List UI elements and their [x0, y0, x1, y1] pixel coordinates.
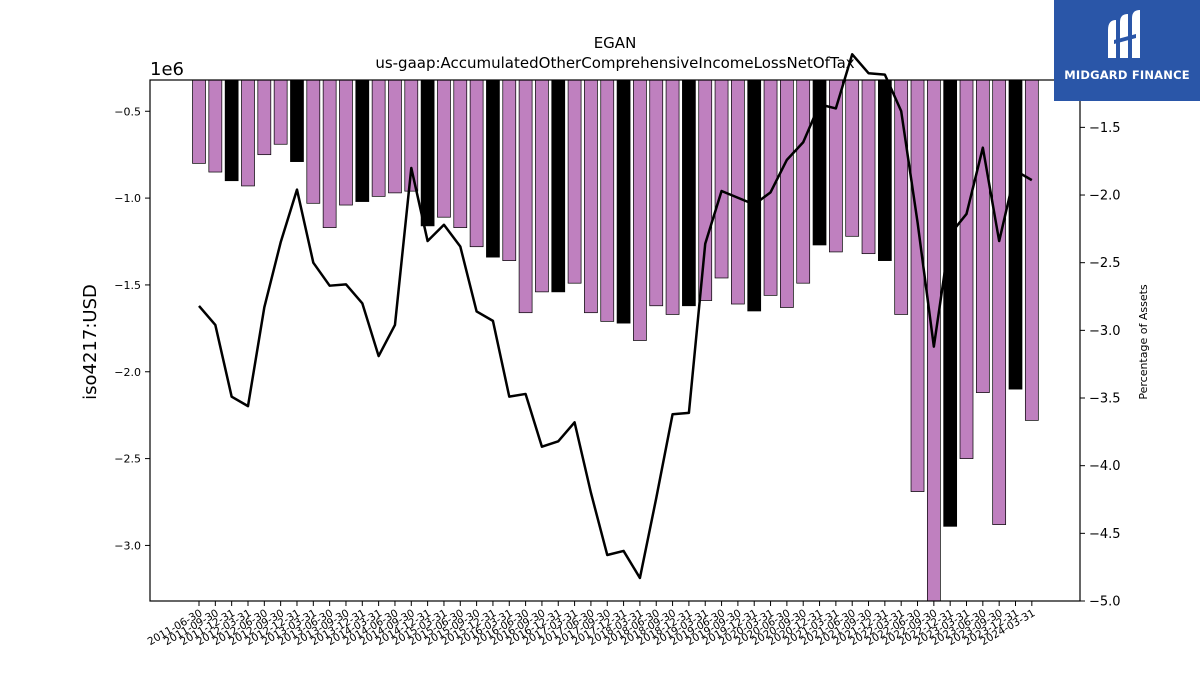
- y-tick-label: −2.5: [114, 453, 141, 466]
- logo-text: MIDGARD FINANCE: [1064, 68, 1190, 82]
- bar: [633, 79, 647, 341]
- y2-axis-label: Percentage of Assets: [1137, 284, 1150, 400]
- bar: [665, 79, 680, 315]
- axes: [149, 79, 1081, 602]
- bar: [241, 79, 255, 187]
- bar: [322, 79, 337, 228]
- bar: [682, 79, 696, 307]
- bar: [698, 79, 713, 301]
- bar: [747, 79, 762, 312]
- y-tick-label: −1.0: [114, 192, 141, 205]
- bar: [437, 79, 451, 218]
- y2-tick-label: −2.5: [1089, 256, 1121, 271]
- y2-tick-label: −1.5: [1089, 121, 1121, 136]
- y-tick-label: −0.5: [114, 105, 141, 118]
- bar: [714, 79, 729, 279]
- bar: [486, 79, 500, 258]
- bar: [878, 79, 892, 261]
- y2-tick-label: −4.5: [1089, 527, 1121, 542]
- bar: [208, 79, 223, 173]
- bar: [257, 79, 272, 156]
- bar: [388, 79, 402, 194]
- bar: [796, 79, 811, 284]
- bar-series: [192, 79, 1039, 602]
- bar: [975, 79, 990, 393]
- chart-title: EGAN: [594, 34, 637, 52]
- y-tick-label: −1.5: [114, 279, 141, 292]
- y2-tick-label: −5.0: [1089, 595, 1121, 610]
- bar: [1008, 79, 1023, 390]
- y-tick-label: −3.0: [114, 539, 141, 552]
- bar: [600, 79, 615, 322]
- y2-tick-label: −3.0: [1089, 324, 1121, 339]
- bar: [355, 79, 370, 202]
- bar: [192, 79, 206, 164]
- bar: [306, 79, 321, 204]
- bar: [731, 79, 745, 305]
- bar: [861, 79, 876, 255]
- bar: [943, 79, 958, 527]
- y2-tick-label: −4.0: [1089, 459, 1121, 474]
- bar: [616, 79, 631, 324]
- logo: MIDGARD FINANCE: [1054, 0, 1200, 101]
- y-ticks: −0.5 −1.0 −1.5 −2.0 −2.5 −3.0: [114, 105, 150, 552]
- bar: [567, 79, 582, 284]
- chart-subtitle: us-gaap:AccumulatedOtherComprehensiveInc…: [375, 54, 854, 72]
- bar: [1024, 79, 1039, 421]
- y2-ticks: −1.5 −2.0 −2.5 −3.0 −3.5 −4.0 −4.5 −5.0: [1080, 121, 1121, 610]
- bar: [584, 79, 598, 314]
- y2-tick-label: −2.0: [1089, 189, 1121, 204]
- plot-frame: [149, 79, 1081, 602]
- bar: [273, 79, 288, 145]
- bar: [420, 79, 435, 227]
- x-ticks: 2011-06-302011-09-302011-12-312012-03-31…: [146, 601, 1037, 648]
- bar: [339, 79, 353, 206]
- bar: [371, 79, 386, 197]
- line-series: [198, 53, 1033, 580]
- bar: [502, 79, 517, 261]
- bar: [959, 79, 974, 459]
- bar: [845, 79, 860, 237]
- y-tick-label: −2.0: [114, 366, 141, 379]
- bar: [649, 79, 664, 307]
- line-path: [198, 53, 1033, 580]
- bar: [469, 79, 484, 248]
- bar: [224, 79, 239, 182]
- bar: [290, 79, 304, 162]
- y-axis-label: iso4217:USD: [80, 284, 101, 400]
- bar: [551, 79, 566, 293]
- bar: [453, 79, 468, 228]
- bar: [518, 79, 533, 314]
- bar: [780, 79, 794, 308]
- logo-mark-icon: [1108, 10, 1140, 58]
- bar: [992, 79, 1007, 525]
- bar: [535, 79, 549, 293]
- y-offset-label: 1e6: [150, 59, 184, 80]
- y2-tick-label: −3.5: [1089, 392, 1121, 407]
- bar: [910, 79, 925, 492]
- bar: [763, 79, 778, 296]
